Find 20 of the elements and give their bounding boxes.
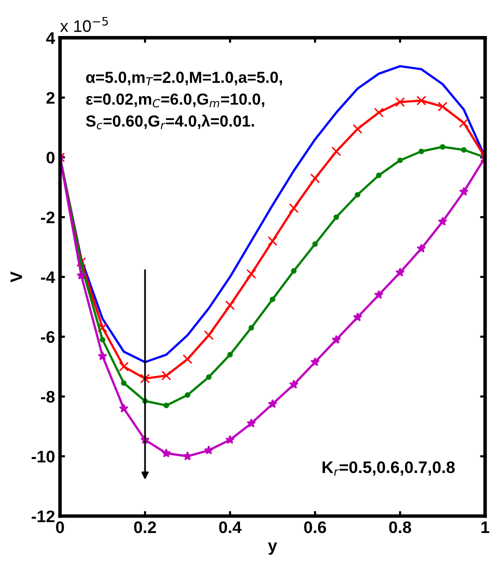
x-tick-label: 0.4: [219, 521, 242, 534]
x-tick-label: 0.2: [134, 521, 156, 534]
x-tick-label: 0.6: [304, 521, 326, 534]
x-tick-label: 0.8: [389, 521, 412, 534]
y-tick-label: 2: [46, 92, 54, 104]
y-tick-label: -12: [32, 510, 54, 522]
text: x 10$^{−5}$: [60, 16, 108, 32]
y-tick-label: -2: [40, 212, 54, 224]
y-axis-title: V: [10, 271, 22, 282]
annotation: K$_{r}$=0.5,0.6,0.7,0.8: [322, 461, 455, 476]
text: α=5.0,m$_{T}$=2.0,M=1.0,a=5.0, ε=0.02,m$_{C}$=6.0,G$_{m}$=10.0, S$_{c}$=0.60,G$_{r}$=4.0,λ=0.01.: [86, 72, 282, 130]
x-tick-label: 0: [56, 521, 64, 534]
x-axis-title: y: [268, 542, 278, 555]
y-tick-label: -4: [40, 271, 56, 283]
y-tick-label: -6: [40, 331, 55, 343]
y-tick-label: 0: [46, 152, 54, 164]
y-tick-label: -10: [32, 450, 54, 462]
y-tick-label: -8: [40, 390, 55, 403]
x-tick-label: 1: [482, 522, 490, 533]
y-tick-label: 4: [46, 32, 56, 44]
